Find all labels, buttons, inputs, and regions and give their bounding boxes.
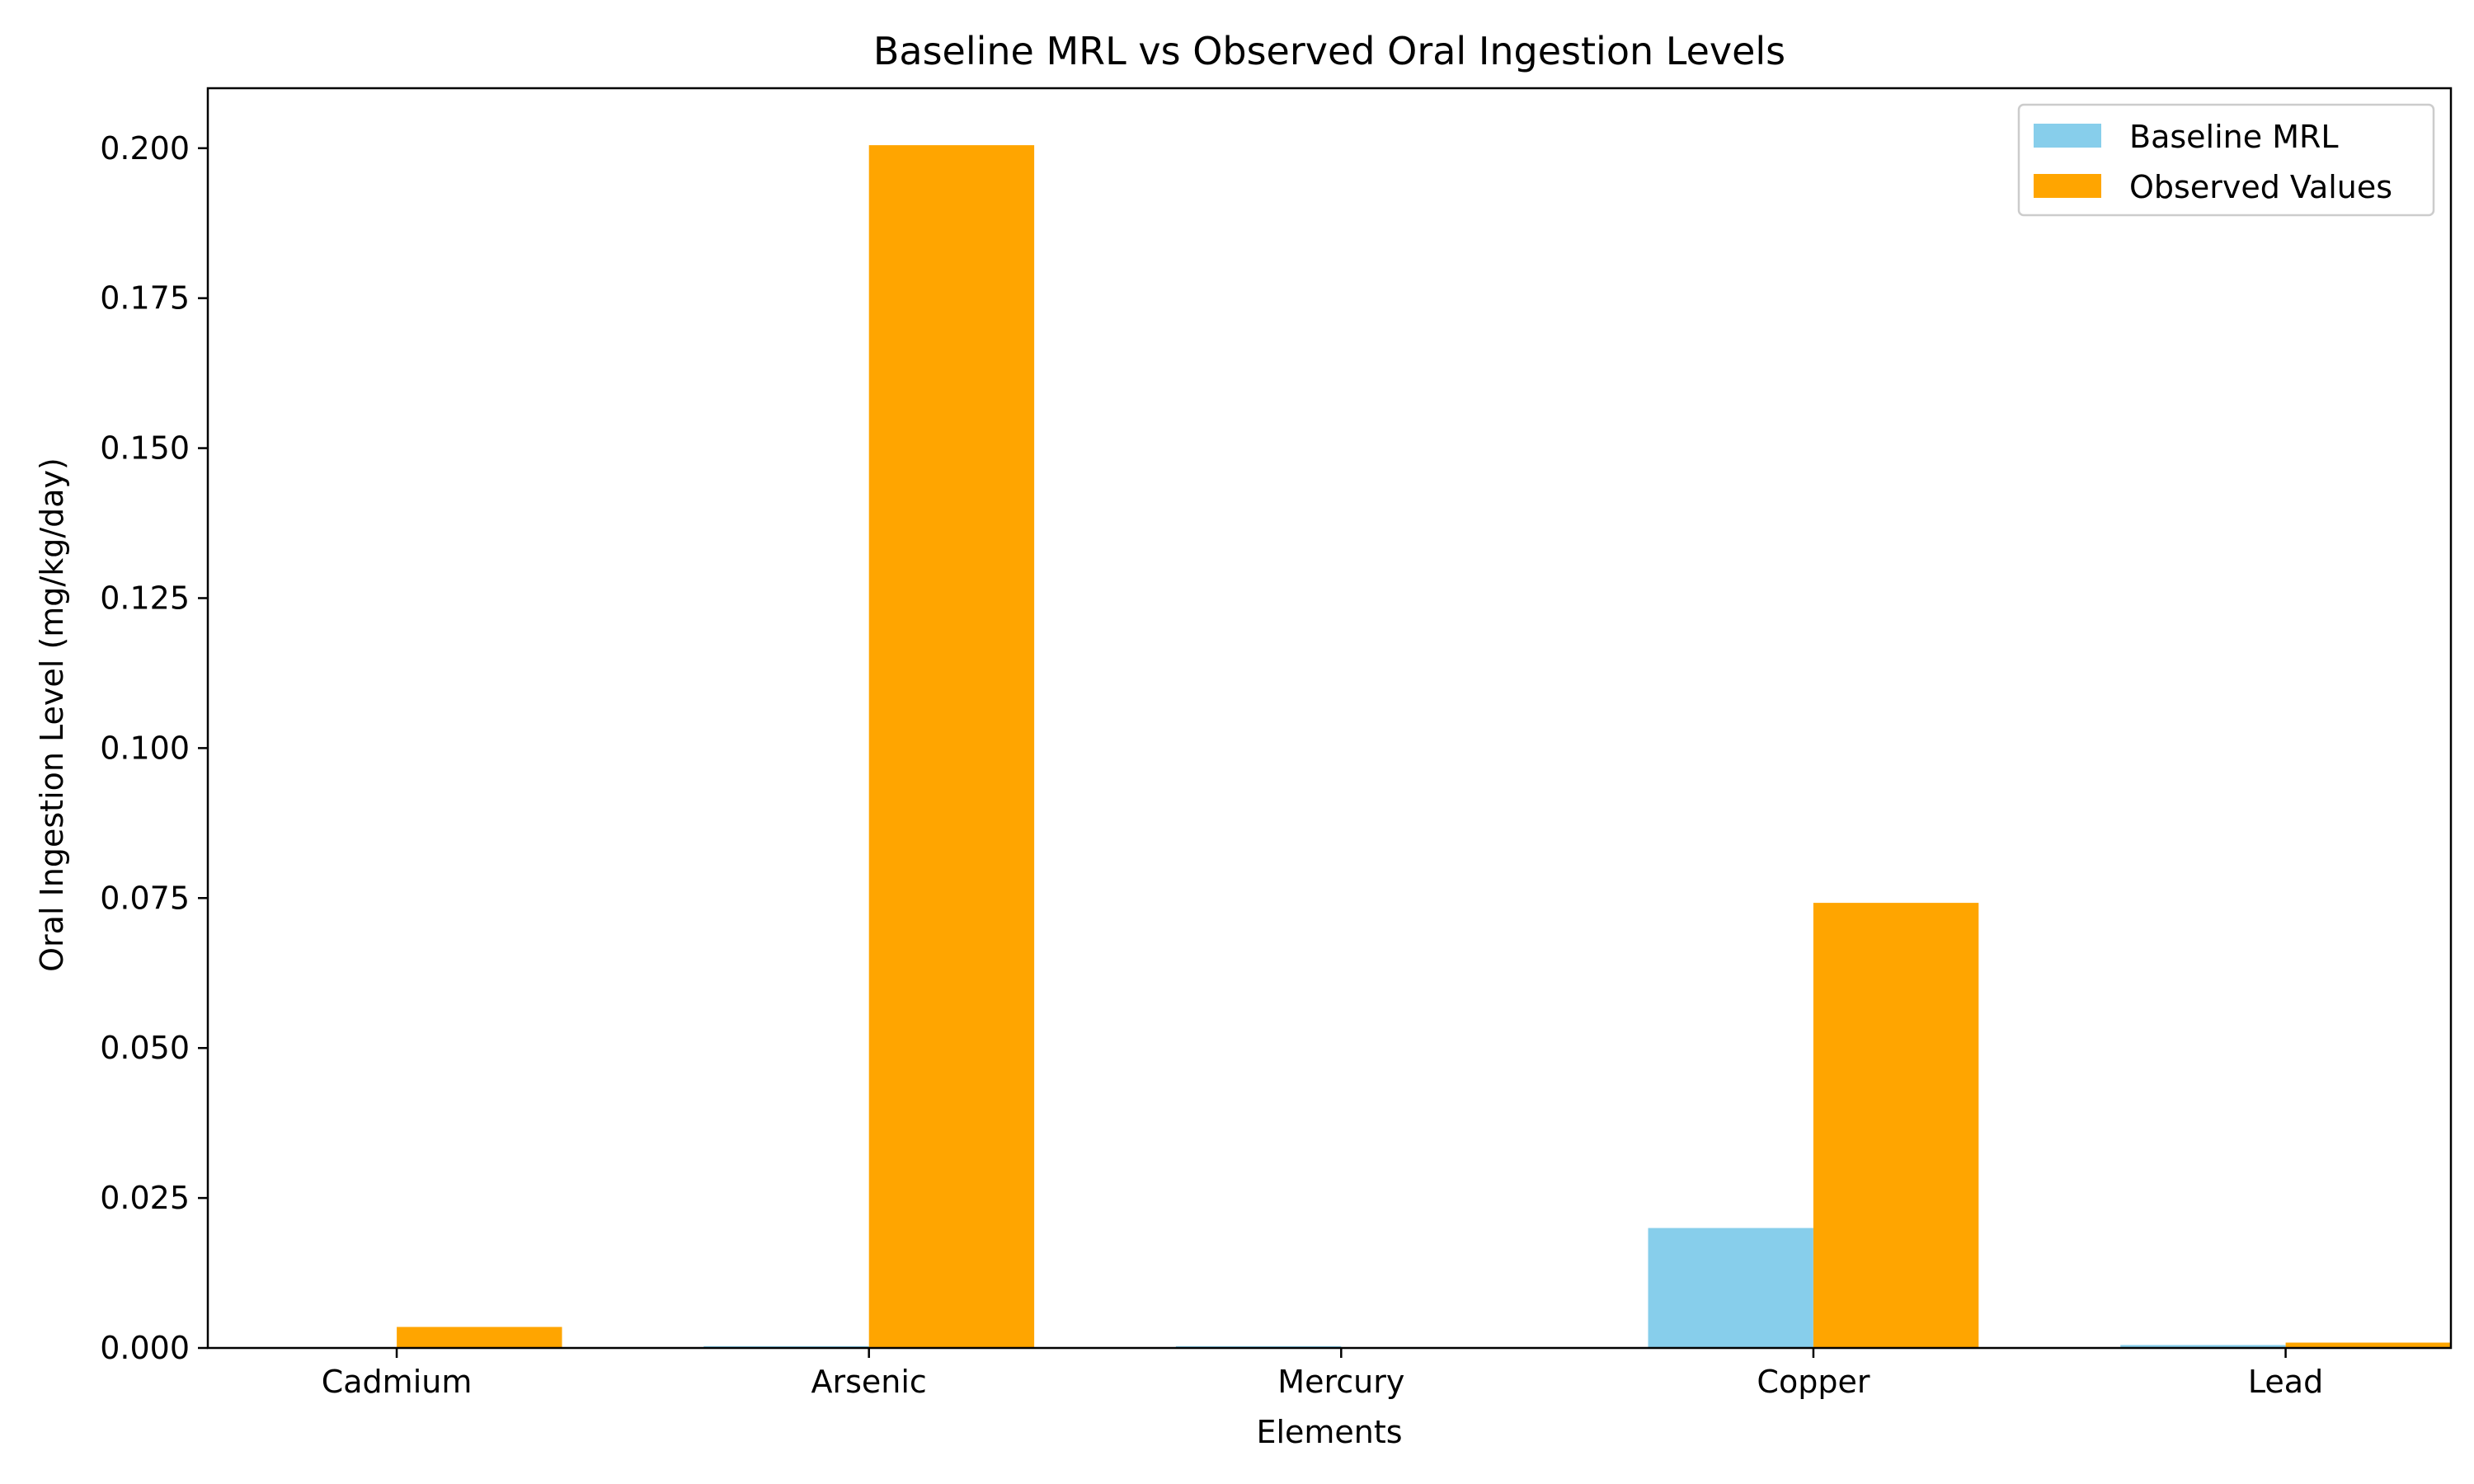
bar-baseline-mrl-lead <box>2120 1345 2286 1348</box>
legend: Baseline MRL Observed Values <box>2017 103 2435 217</box>
y-tick-label: 0.200 <box>100 130 190 167</box>
legend-swatch <box>2034 174 2101 198</box>
x-tick-label: Cadmium <box>322 1364 473 1400</box>
bar-baseline-mrl-copper <box>1648 1228 1813 1348</box>
x-tick-label: Arsenic <box>811 1364 927 1400</box>
legend-label: Observed Values <box>2129 169 2392 205</box>
bar-observed-values-copper <box>1813 903 1979 1348</box>
y-axis-ticks: 0.000 0.025 0.050 0.075 0.100 0.125 0.150 0.175… <box>100 130 208 1366</box>
x-tick-label: Copper <box>1757 1364 1870 1400</box>
x-axis-label: Elements <box>1256 1414 1402 1450</box>
legend-label: Baseline MRL <box>2129 119 2339 155</box>
y-tick-label: 0.125 <box>100 580 190 616</box>
y-tick-label: 0.100 <box>100 730 190 766</box>
plot-frame <box>206 87 2453 1350</box>
bar-observed-values-arsenic <box>868 145 1035 1349</box>
legend-swatch <box>2034 124 2101 148</box>
x-axis-ticks: Cadmium Arsenic Mercury Copper Lead <box>322 1348 2323 1400</box>
chart-title: Baseline MRL vs Observed Oral Ingestion … <box>873 29 1785 73</box>
y-tick-label: 0.000 <box>100 1330 190 1366</box>
y-tick-label: 0.025 <box>100 1180 190 1216</box>
x-tick-label: Lead <box>2248 1364 2323 1400</box>
bars-group <box>231 145 2451 1349</box>
y-tick-label: 0.150 <box>100 430 190 467</box>
y-axis-label: Oral Ingestion Level (mg/kg/day) <box>34 458 70 972</box>
y-tick-label: 0.050 <box>100 1030 190 1066</box>
bar-observed-values-lead <box>2285 1342 2451 1348</box>
y-tick-label: 0.075 <box>100 880 190 916</box>
y-tick-label: 0.175 <box>100 280 190 317</box>
legend-box <box>2017 103 2435 217</box>
x-tick-label: Mercury <box>1277 1364 1404 1400</box>
bar-observed-values-cadmium <box>397 1327 562 1348</box>
